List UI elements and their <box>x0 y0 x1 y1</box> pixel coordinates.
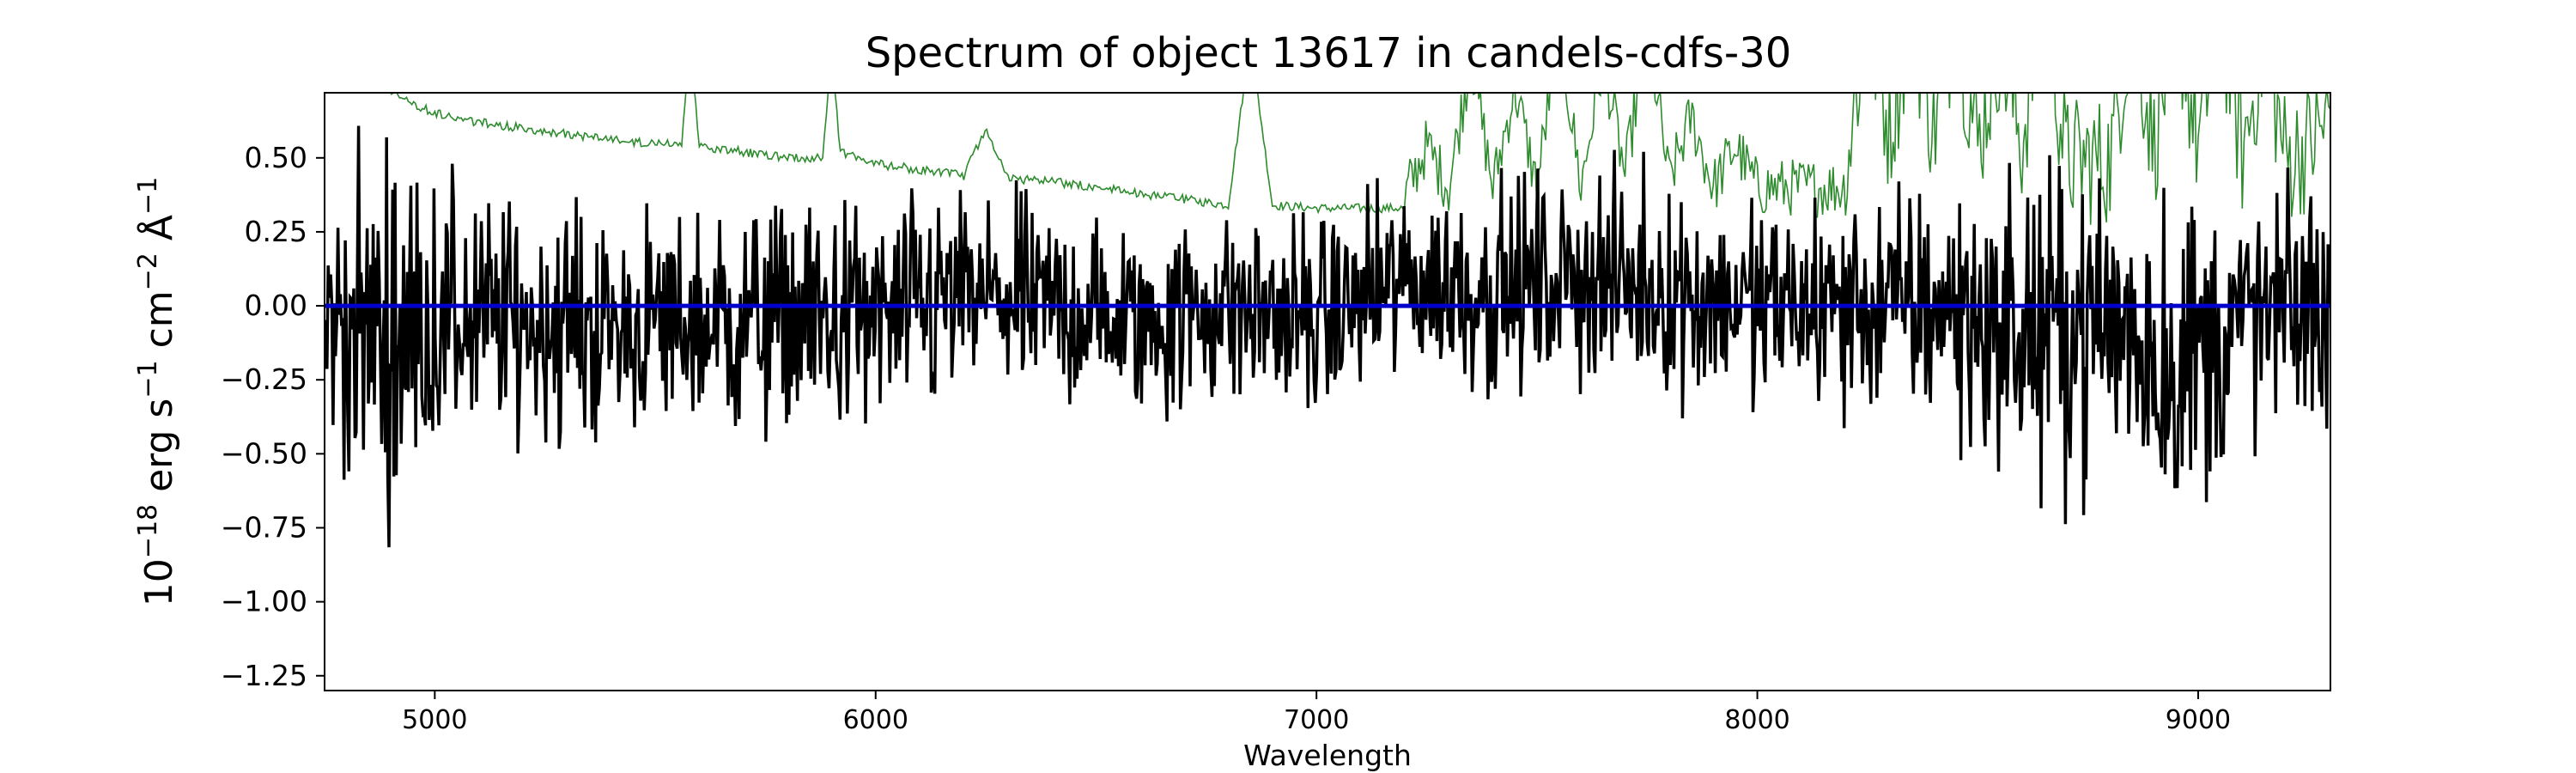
x-axis: 5000 6000 7000 8000 9000 <box>402 691 2231 735</box>
series-layer <box>325 93 2330 548</box>
x-tick-label: 8000 <box>1724 705 1789 735</box>
y-tick-label: 0.00 <box>245 289 307 322</box>
x-tick-label: 9000 <box>2166 705 2231 735</box>
series-error-line <box>390 93 2330 225</box>
y-label-exponent: −18 <box>133 504 163 558</box>
y-label-text: Å <box>136 215 181 253</box>
y-label-exponent: −2 <box>133 253 163 290</box>
y-label-text: 10 <box>137 558 181 606</box>
y-tick-label: −1.25 <box>221 659 307 692</box>
chart-title: Spectrum of object 13617 in candels-cdfs… <box>866 29 1792 77</box>
y-tick-label: 0.25 <box>245 215 307 248</box>
y-axis: −1.25 −1.00 −0.75 −0.50 −0.25 0.00 0.25 0.50 <box>221 141 325 692</box>
x-tick-label: 7000 <box>1284 705 1349 735</box>
y-label-exponent: −1 <box>133 360 163 398</box>
y-label-exponent: −1 <box>133 177 163 215</box>
y-axis-label: 10−18 erg s−1 cm−2 Å−1 <box>133 177 181 606</box>
y-label-text: erg s <box>137 399 181 504</box>
y-tick-label: −0.50 <box>221 436 307 470</box>
y-tick-label: 0.50 <box>245 141 307 174</box>
x-tick-label: 5000 <box>402 705 467 735</box>
y-tick-label: −1.00 <box>221 585 307 618</box>
y-tick-label: −0.75 <box>221 510 307 544</box>
y-tick-label: −0.25 <box>221 362 307 396</box>
y-label-text: cm <box>137 290 181 360</box>
x-tick-label: 6000 <box>843 705 908 735</box>
series-flux-line <box>325 125 2330 548</box>
plot-frame <box>324 92 2331 691</box>
x-axis-label: Wavelength <box>1243 739 1412 772</box>
